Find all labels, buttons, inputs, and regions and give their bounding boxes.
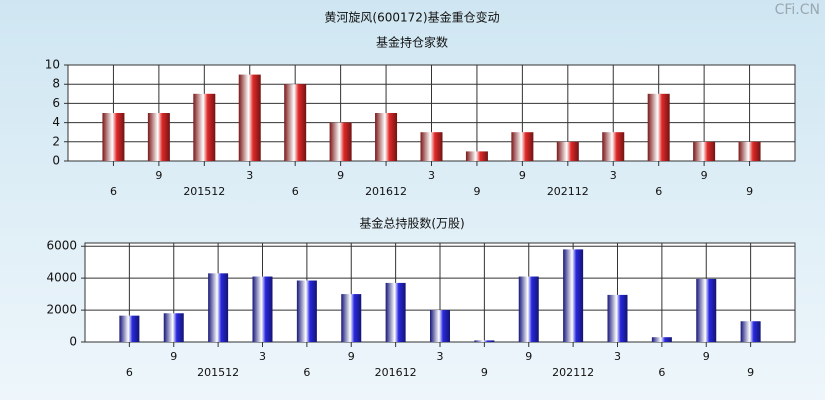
bar	[696, 278, 717, 342]
x-tick-label: 9	[473, 185, 480, 198]
bar	[329, 122, 352, 161]
bar	[465, 151, 488, 161]
bar	[238, 74, 261, 161]
x-tick-label: 201512	[197, 366, 239, 379]
x-tick-label: 6	[658, 366, 665, 379]
page-title: 黄河旋风(600172)基金重仓变动	[324, 10, 499, 25]
bar	[102, 113, 125, 161]
bar	[208, 273, 229, 342]
x-tick-label: 6	[655, 185, 662, 198]
x-tick-label: 9	[703, 350, 710, 363]
bar	[375, 113, 398, 161]
x-tick-label: 6	[110, 185, 117, 198]
x-tick-label: 202112	[547, 185, 589, 198]
bar	[602, 132, 625, 161]
bar	[147, 113, 170, 161]
x-tick-label: 201512	[183, 185, 225, 198]
x-tick-label: 3	[437, 350, 444, 363]
x-tick-label: 9	[747, 366, 754, 379]
bar	[647, 93, 670, 161]
bar	[474, 340, 495, 342]
bar	[511, 132, 534, 161]
bar	[420, 132, 443, 161]
bar	[563, 249, 584, 342]
y-tick-label: 2	[52, 134, 60, 148]
x-tick-label: 201612	[375, 366, 417, 379]
y-tick-label: 0	[52, 154, 60, 168]
x-tick-label: 6	[303, 366, 310, 379]
x-tick-label: 9	[170, 350, 177, 363]
y-tick-label: 2000	[46, 303, 77, 317]
x-tick-label: 9	[348, 350, 355, 363]
x-tick-label: 9	[481, 366, 488, 379]
chart-subtitle: 基金总持股数(万股)	[359, 216, 464, 231]
y-tick-label: 6000	[46, 239, 77, 253]
y-tick-label: 10	[45, 58, 60, 72]
x-tick-label: 3	[614, 350, 621, 363]
x-tick-label: 9	[746, 185, 753, 198]
bar	[163, 313, 184, 342]
x-tick-label: 6	[126, 366, 133, 379]
x-tick-label: 9	[525, 350, 532, 363]
y-tick-label: 0	[69, 335, 77, 349]
bar	[740, 321, 761, 342]
x-tick-label: 201612	[365, 185, 407, 198]
x-tick-label: 3	[610, 169, 617, 182]
bar	[556, 141, 579, 161]
y-tick-label: 6	[52, 96, 60, 110]
y-tick-label: 8	[52, 77, 60, 91]
x-tick-label: 3	[428, 169, 435, 182]
bar	[193, 93, 216, 161]
x-tick-label: 9	[155, 169, 162, 182]
x-tick-label: 3	[259, 350, 266, 363]
bar	[284, 84, 307, 161]
y-tick-label: 4000	[46, 271, 77, 285]
bar	[119, 315, 140, 342]
x-tick-label: 202112	[552, 366, 594, 379]
bar	[430, 310, 450, 342]
x-tick-label: 3	[246, 169, 253, 182]
bar	[693, 141, 716, 161]
bar	[651, 337, 672, 342]
x-tick-label: 6	[292, 185, 299, 198]
bar	[607, 294, 628, 342]
bar	[296, 280, 317, 342]
bar	[738, 141, 761, 161]
bar	[518, 276, 539, 342]
watermark: CFi.CN	[775, 2, 820, 18]
bar	[385, 282, 406, 342]
bar	[252, 276, 273, 342]
y-tick-label: 4	[52, 115, 60, 129]
bar	[341, 294, 362, 342]
x-tick-label: 9	[337, 169, 344, 182]
x-tick-label: 9	[519, 169, 526, 182]
x-tick-label: 9	[701, 169, 708, 182]
chart-subtitle: 基金持仓家数	[376, 35, 448, 50]
